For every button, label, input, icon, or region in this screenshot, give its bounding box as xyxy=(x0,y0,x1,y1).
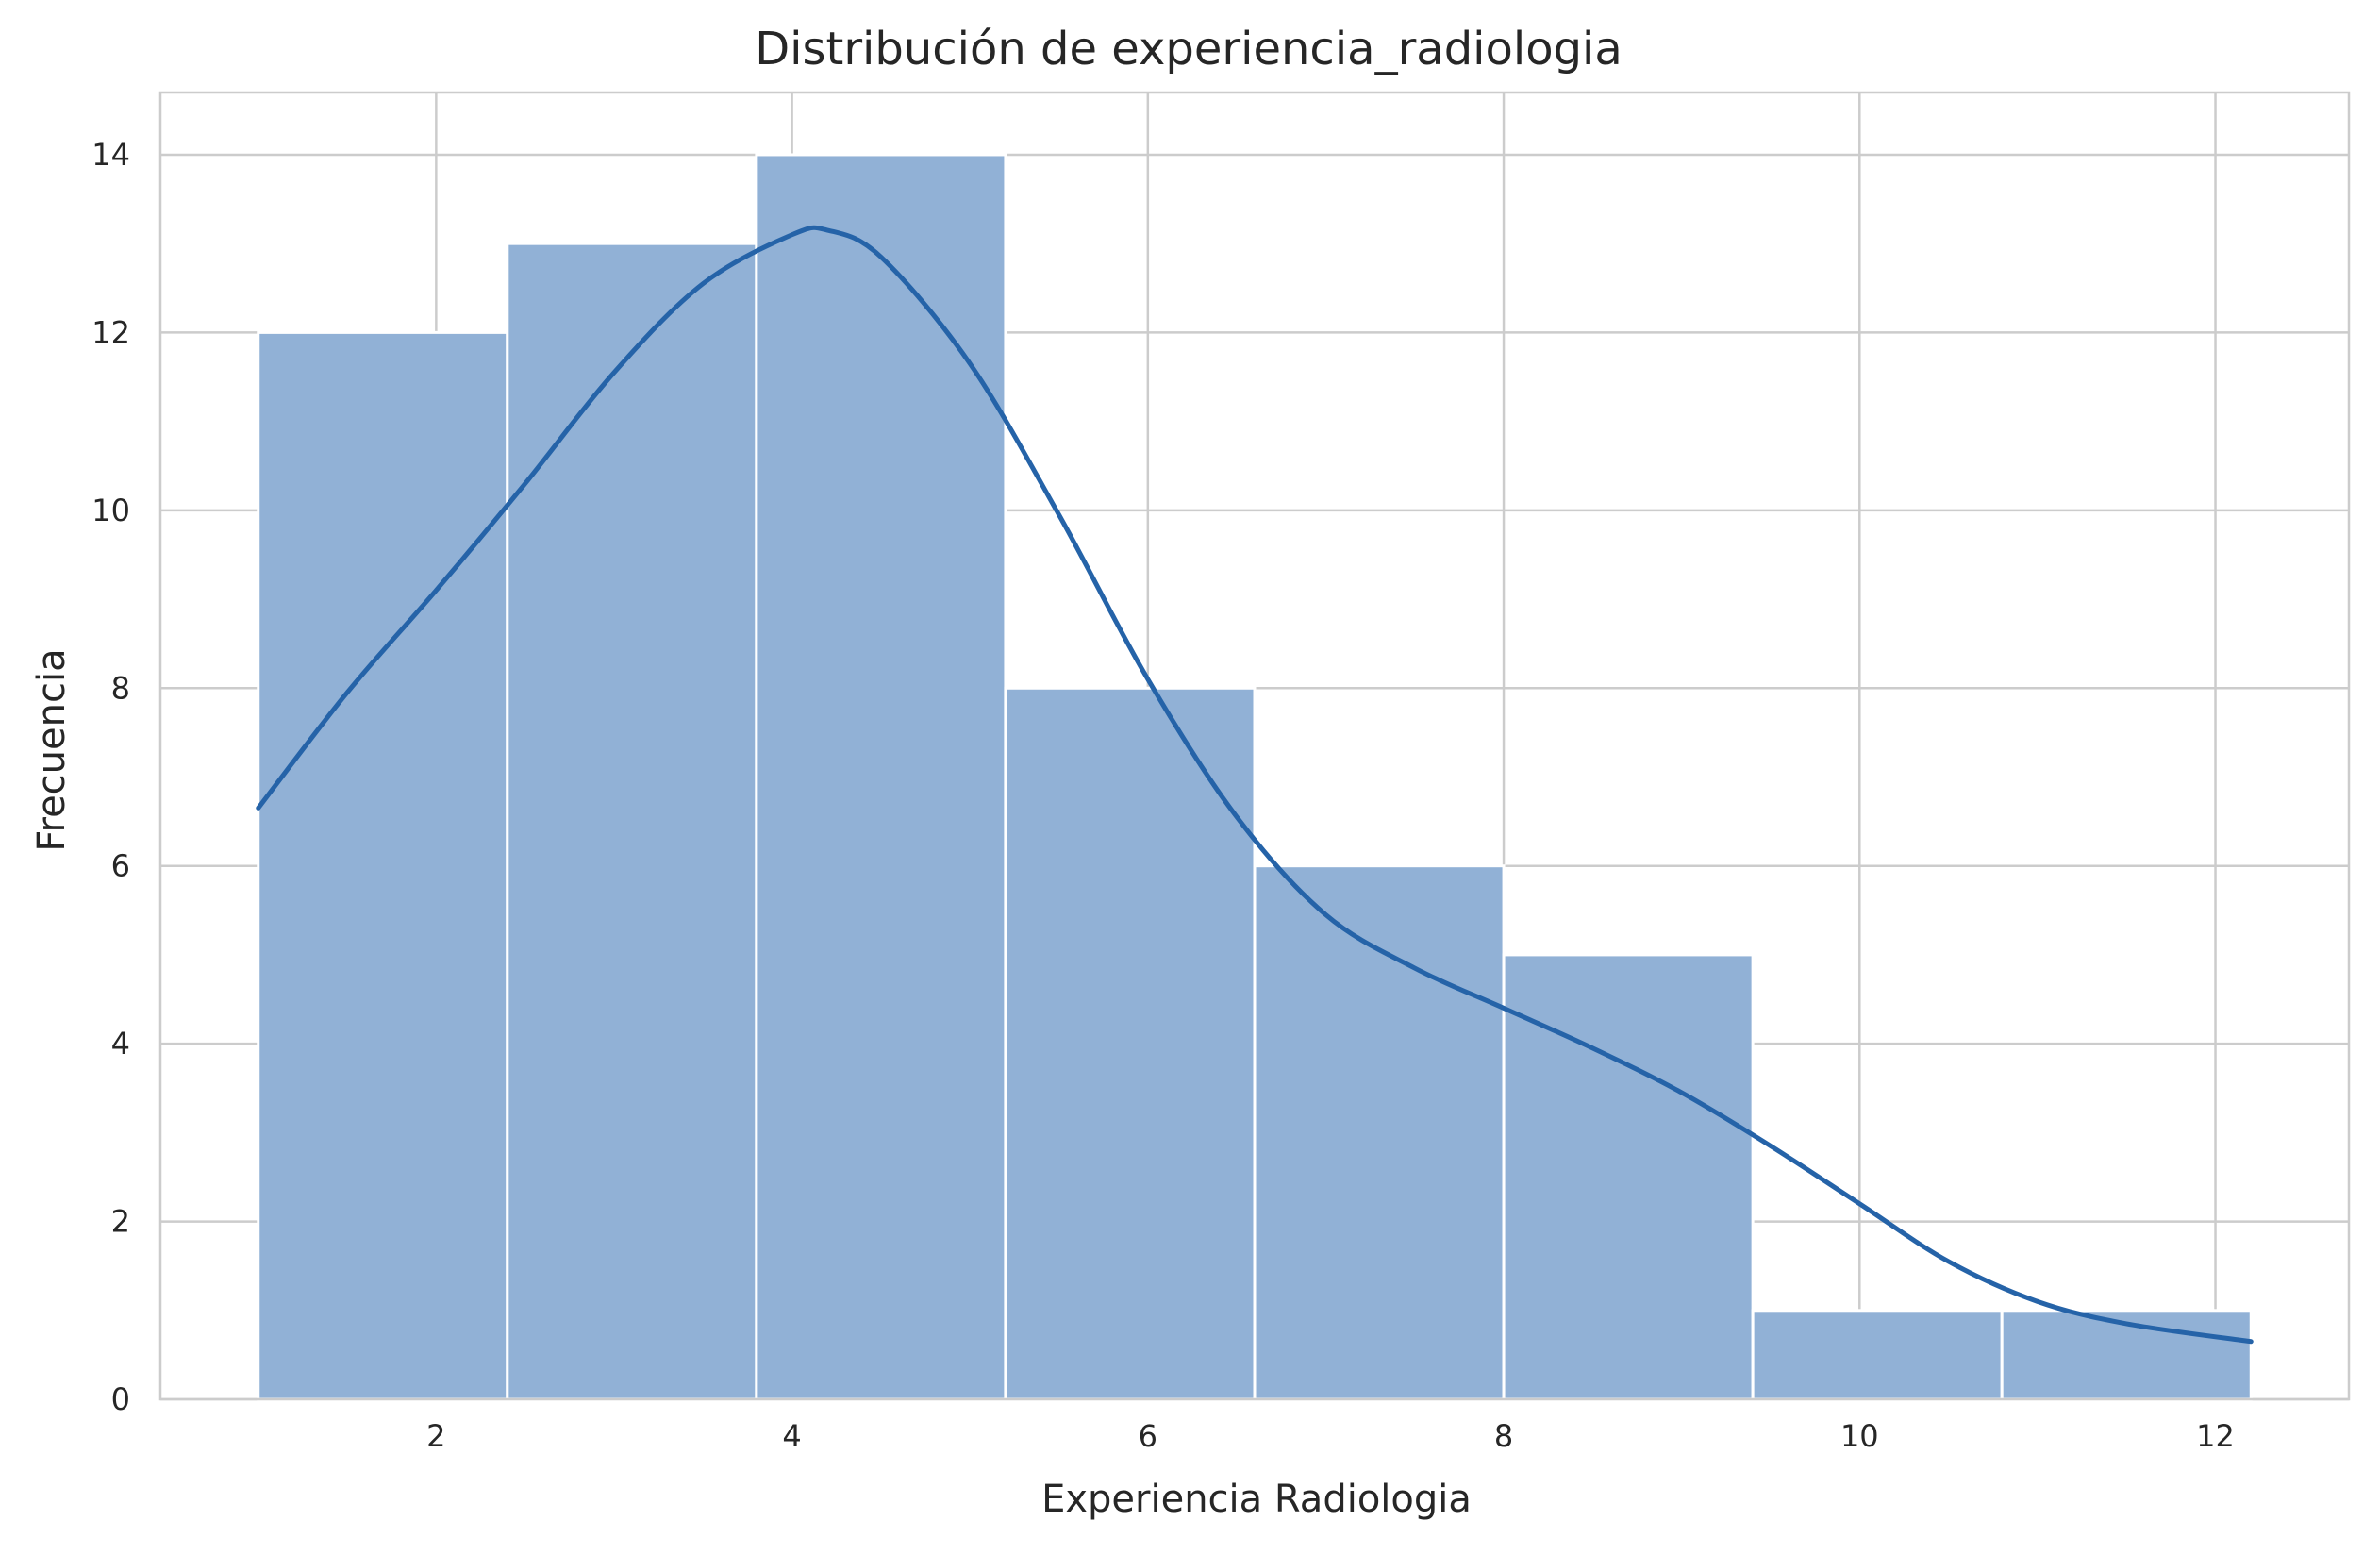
histogram-bar xyxy=(506,242,758,1401)
y-tick-label: 6 xyxy=(111,848,130,884)
x-axis-title: Experiencia Radiologia xyxy=(1041,1478,1472,1521)
x-tick-label: 10 xyxy=(1840,1418,1879,1454)
kde-curve-layer xyxy=(256,225,2254,1345)
y-tick-label: 8 xyxy=(111,670,130,706)
plot-border xyxy=(158,91,2351,1401)
y-tick-label: 12 xyxy=(92,314,130,350)
y-tick-label: 4 xyxy=(111,1026,130,1062)
histogram-bar xyxy=(755,153,1007,1401)
y-tick-label: 0 xyxy=(111,1381,130,1417)
histogram-bar xyxy=(1253,864,1506,1401)
x-tick-label: 2 xyxy=(426,1418,445,1454)
x-tick-label: 12 xyxy=(2196,1418,2235,1454)
x-tick-label: 4 xyxy=(782,1418,801,1454)
chart-title: Distribución de experiencia_radiologia xyxy=(755,23,1623,75)
histogram-bar xyxy=(1751,1309,2004,1401)
x-tick-label: 8 xyxy=(1494,1418,1513,1454)
x-tick-labels: 2 4 6 8 10 12 xyxy=(426,1418,2235,1454)
histogram-bar xyxy=(1004,686,1257,1401)
histogram-bar xyxy=(257,330,509,1401)
plot-frame xyxy=(158,91,2351,1401)
y-tick-label: 10 xyxy=(92,493,130,528)
kde-curve xyxy=(256,225,2254,1345)
y-tick-label: 14 xyxy=(92,137,130,173)
x-tick-label: 6 xyxy=(1139,1418,1157,1454)
y-tick-labels: 0 2 4 6 8 10 12 14 xyxy=(92,137,130,1417)
histogram-bar xyxy=(1502,953,1755,1401)
y-tick-label: 2 xyxy=(111,1204,130,1240)
y-axis-title: Frecuencia xyxy=(30,648,74,851)
